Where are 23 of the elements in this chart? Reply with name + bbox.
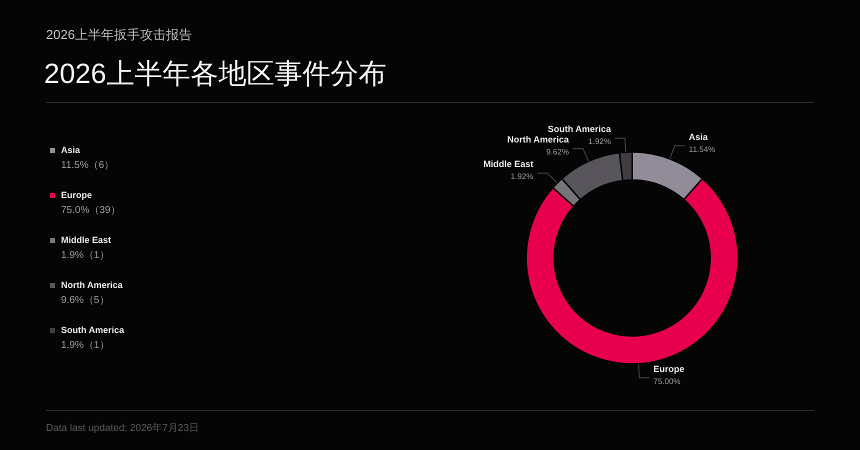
- data-label: 9.62%: [546, 148, 569, 157]
- legend-label: North America: [60, 280, 124, 290]
- text: 1.9%（1）: [61, 249, 110, 262]
- text: 75.0%（39）: [61, 204, 122, 217]
- chart-title: 2026上半年各地区事件分布: [44, 57, 386, 91]
- text: 1.9%（1）: [61, 339, 110, 352]
- data-label: 1.92%: [588, 137, 611, 146]
- data-label: 11.54%: [688, 144, 716, 154]
- legend-label: Middle East: [60, 235, 112, 245]
- data-label: 75.00%: [653, 376, 681, 386]
- text: Data last updated: 2026年7月23日: [46, 422, 199, 435]
- slice-label: Asia: [688, 132, 709, 142]
- chart-subtitle: 2026上半年扳手攻击报告: [46, 26, 192, 44]
- legend-label: Asia: [60, 145, 82, 155]
- data-label: 1.92%: [510, 172, 534, 182]
- legend-label: South America: [60, 325, 124, 335]
- text: 11.5%（6）: [61, 159, 116, 172]
- slice-label: Middle East: [483, 159, 534, 170]
- legend-label: Europe: [60, 190, 94, 200]
- slice-label: South America: [548, 124, 612, 134]
- slice-label: North America: [507, 134, 570, 145]
- text: 9.6%（5）: [61, 294, 110, 307]
- slice-label: Europe: [653, 364, 684, 374]
